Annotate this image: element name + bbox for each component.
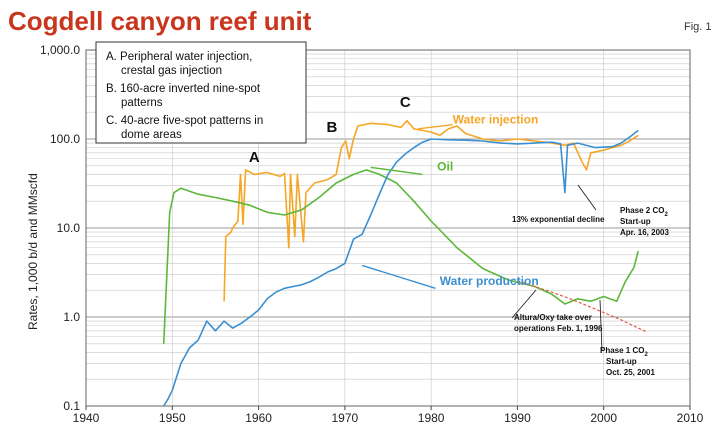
annotation-phase2-sub: 2 [664,212,668,218]
annotation-phase2: Phase 2 CO2 Start-up Apr. 16, 2003 [620,206,669,237]
y-tick-label: 1,000.0 [40,43,80,57]
water-injection-label-arrow [418,123,453,130]
annotation-arrows [511,184,603,352]
x-tick-label: 2000 [590,411,617,425]
phase-letter-a: A [249,149,260,166]
y-tick-label: 0.1 [63,399,80,413]
x-tick-label: 1980 [418,411,445,425]
title-initial: Cogdell canyon reef unit [8,6,312,36]
series-label-0: Water injection [453,112,539,126]
arrow-phase1 [599,299,603,352]
svg-text:Phase 2 CO2: Phase 2 CO2 [620,206,668,218]
series-label-2: Water production [440,274,539,288]
legend-line-a2: crestal gas injection [121,65,222,77]
annotation-phase2-line2: Start-up [620,217,651,226]
oil-label-arrow [370,166,423,176]
annotation-phase2-line1: Phase 2 CO [620,206,664,215]
annotation-phase1-line3: Oct. 25, 2001 [606,368,655,377]
x-tick-label: 1950 [159,411,186,425]
series-layer [162,120,648,407]
figure-label: Fig. 1 [684,21,712,33]
series-line-1 [162,169,639,344]
plot-frame [85,49,691,407]
annotation-phase2-line3: Apr. 16, 2003 [620,228,669,237]
x-tick-label: 1960 [245,411,272,425]
phase-letter-b: B [326,119,337,136]
svg-text:Phase 1 CO2: Phase 1 CO2 [600,346,648,358]
legend-line-c1: C. 40-acre five-spot patterns in [106,115,263,127]
annotation-phase1-line2: Start-up [606,357,637,366]
legend-line-a1: A. Peripheral water injection, [106,51,252,63]
annotation-altura: Altura/Oxy take over operations Feb. 1, … [514,313,603,333]
annotation-phase1-sub: 2 [644,352,648,358]
x-tick-label: 1940 [73,411,100,425]
x-tick-label: 1970 [332,411,359,425]
series-label-1: Oil [437,160,453,174]
phase-letter-c: C [400,94,411,111]
legend-line-b1: B. 160-acre inverted nine-spot [106,83,261,95]
annotation-altura-line2: operations Feb. 1, 1996 [514,324,603,333]
y-axis-label: Rates, 1,000 b/d and MMscfd [26,173,40,330]
arrow-phase2 [577,184,597,211]
annotation-decline: 13% exponential decline [512,215,605,224]
annotation-altura-line1: Altura/Oxy take over [514,313,592,322]
y-tick-label: 10.0 [57,221,81,235]
series-line-2 [163,129,639,407]
y-tick-label: 1.0 [63,310,80,324]
water-production-label-arrow [361,264,436,289]
tick-layer: 1940 1950 1960 1970 1980 1990 2000 2010 0.1 1.0 10… [40,43,704,425]
y-tick-label: 100.0 [50,132,80,146]
legend-box: A. Peripheral water injection, crestal g… [95,41,307,144]
annotation-phase1-line1: Phase 1 CO [600,346,644,355]
x-tick-label: 2010 [677,411,704,425]
phase-letters: A B C [249,94,411,166]
legend-frame [95,41,307,144]
chart-title: Cogdell canyon reef unit [8,6,312,36]
x-tick-label: 1990 [504,411,531,425]
arrow-altura [511,289,537,319]
annotation-phase1: Phase 1 CO2 Start-up Oct. 25, 2001 [600,346,655,377]
legend-line-b2: patterns [121,97,163,109]
legend-line-c2: dome areas [121,129,182,141]
series-labels: Water injection Oil Water production [361,112,539,289]
